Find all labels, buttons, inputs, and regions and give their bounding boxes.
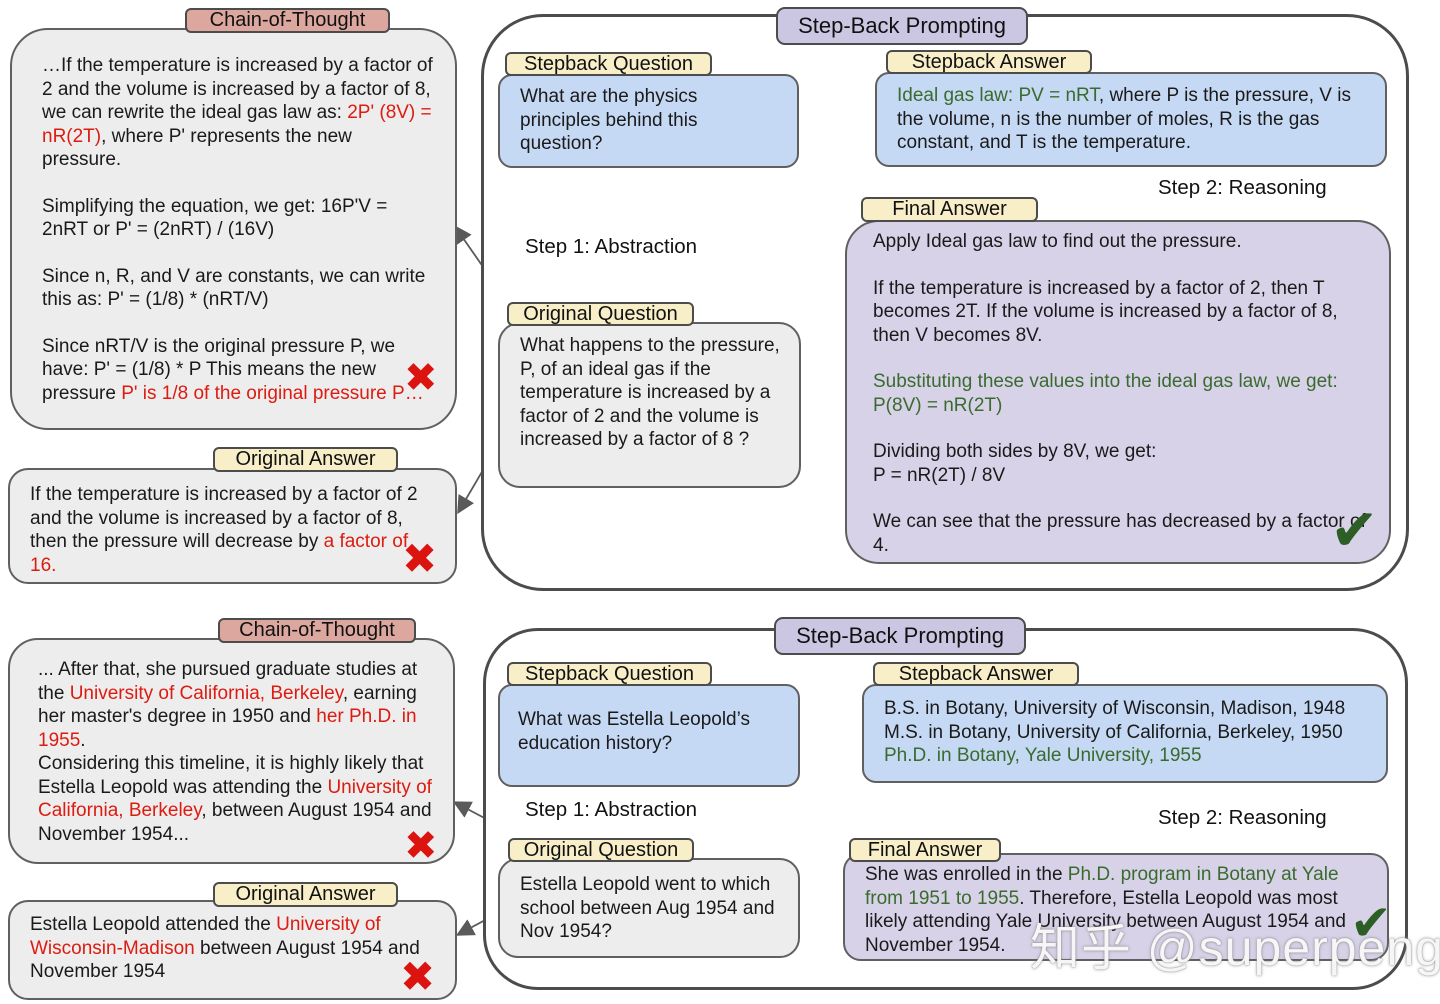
stepback-answer-box-top: Ideal gas law: PV = nRT, where P is the …	[875, 72, 1387, 167]
original-answer-text: Estella Leopold attended the University …	[30, 914, 420, 982]
final-answer-label-top: Final Answer	[861, 197, 1038, 222]
original-answer-box-top: If the temperature is increased by a fac…	[8, 468, 457, 584]
stepback-answer-label-bottom: Stepback Answer	[873, 662, 1079, 686]
stepback-answer-line: B.S. in Botany, University of Wisconsin,…	[884, 698, 1346, 719]
wrong-mark-icon: ✖	[400, 953, 436, 1000]
check-mark-icon: ✔	[1350, 895, 1392, 951]
cot-paragraph: Since nRT/V is the original pressure P, …	[42, 335, 424, 404]
watermark: 知乎 @superpeng	[1030, 920, 1440, 976]
stepback-question-box-top: What are the physics principles behind t…	[498, 74, 799, 168]
section-title-top: Step-Back Prompting	[776, 7, 1028, 45]
stepback-answer-line: M.S. in Botany, University of California…	[884, 721, 1343, 743]
cot-paragraph: …If the temperature is increased by a fa…	[42, 55, 433, 170]
cot-box-bottom: ... After that, she pursued graduate stu…	[8, 638, 455, 864]
stepback-answer-label-top: Stepback Answer	[886, 50, 1092, 74]
step1-label-bottom: Step 1: Abstraction	[525, 798, 698, 821]
stepback-answer-box-bottom: B.S. in Botany, University of Wisconsin,…	[862, 684, 1388, 783]
wrong-mark-icon: ✖	[402, 535, 438, 582]
final-answer-paragraph: P(8V) = nR(2T)	[873, 394, 1003, 416]
original-answer-label-top: Original Answer	[213, 447, 398, 472]
original-question-box-top: What happens to the pressure, P, of an i…	[498, 322, 801, 488]
stepback-question-label-bottom: Stepback Question	[507, 662, 712, 686]
check-mark-icon: ✔	[1330, 498, 1379, 563]
step2-label-bottom: Step 2: Reasoning	[1158, 806, 1327, 829]
original-question-text: Estella Leopold went to which school bet…	[520, 874, 775, 942]
stepback-answer-line: Ph.D. in Botany, Yale University, 1955	[884, 745, 1202, 766]
final-answer-paragraph: Substituting these values into the ideal…	[873, 371, 1338, 392]
cot-paragraph: ... After that, she pursued graduate stu…	[38, 659, 418, 751]
original-answer-box-bottom: Estella Leopold attended the University …	[8, 900, 457, 1000]
cot-box-top: …If the temperature is increased by a fa…	[10, 28, 457, 430]
step2-label-top: Step 2: Reasoning	[1158, 176, 1327, 199]
original-answer-text: If the temperature is increased by a fac…	[30, 484, 418, 576]
stepback-question-text: What was Estella Leopold’s education his…	[518, 709, 750, 754]
wrong-mark-icon: ✖	[404, 356, 438, 400]
section-title-bottom: Step-Back Prompting	[774, 617, 1026, 655]
cot-paragraph: Simplifying the equation, we get: 16P'V …	[42, 195, 388, 241]
original-question-text: What happens to the pressure, P, of an i…	[520, 335, 780, 450]
cot-paragraph: Considering this timeline, it is highly …	[38, 753, 432, 845]
final-answer-paragraph: We can see that the pressure has decreas…	[873, 511, 1366, 556]
final-answer-paragraph: If the temperature is increased by a fac…	[873, 277, 1338, 346]
stepback-answer-text: Ideal gas law: PV = nRT, where P is the …	[897, 85, 1351, 153]
stepback-question-text: What are the physics principles behind t…	[520, 86, 698, 154]
final-answer-paragraph: She was enrolled in the Ph.D. program in…	[865, 864, 1346, 956]
stepback-question-box-bottom: What was Estella Leopold’s education his…	[498, 684, 800, 787]
original-question-box-bottom: Estella Leopold went to which school bet…	[498, 858, 800, 958]
stepback-question-label-top: Stepback Question	[505, 52, 712, 76]
final-answer-label-bottom: Final Answer	[849, 838, 1001, 862]
original-question-label-top: Original Question	[507, 302, 694, 326]
final-answer-box-top: Apply Ideal gas law to find out the pres…	[845, 220, 1391, 564]
final-answer-paragraph: Dividing both sides by 8V, we get:	[873, 441, 1157, 462]
cot-paragraph: Since n, R, and V are constants, we can …	[42, 265, 426, 311]
original-answer-label-bottom: Original Answer	[213, 882, 398, 907]
cot-label-top: Chain-of-Thought	[185, 8, 390, 33]
wrong-mark-icon: ✖	[404, 824, 438, 868]
step1-label-top: Step 1: Abstraction	[525, 235, 698, 258]
final-answer-paragraph: P = nR(2T) / 8V	[873, 464, 1006, 486]
final-answer-paragraph: Apply Ideal gas law to find out the pres…	[873, 231, 1242, 252]
original-question-label-bottom: Original Question	[508, 838, 694, 862]
cot-label-bottom: Chain-of-Thought	[218, 618, 416, 643]
final-answer-box-bottom: She was enrolled in the Ph.D. program in…	[843, 853, 1389, 961]
